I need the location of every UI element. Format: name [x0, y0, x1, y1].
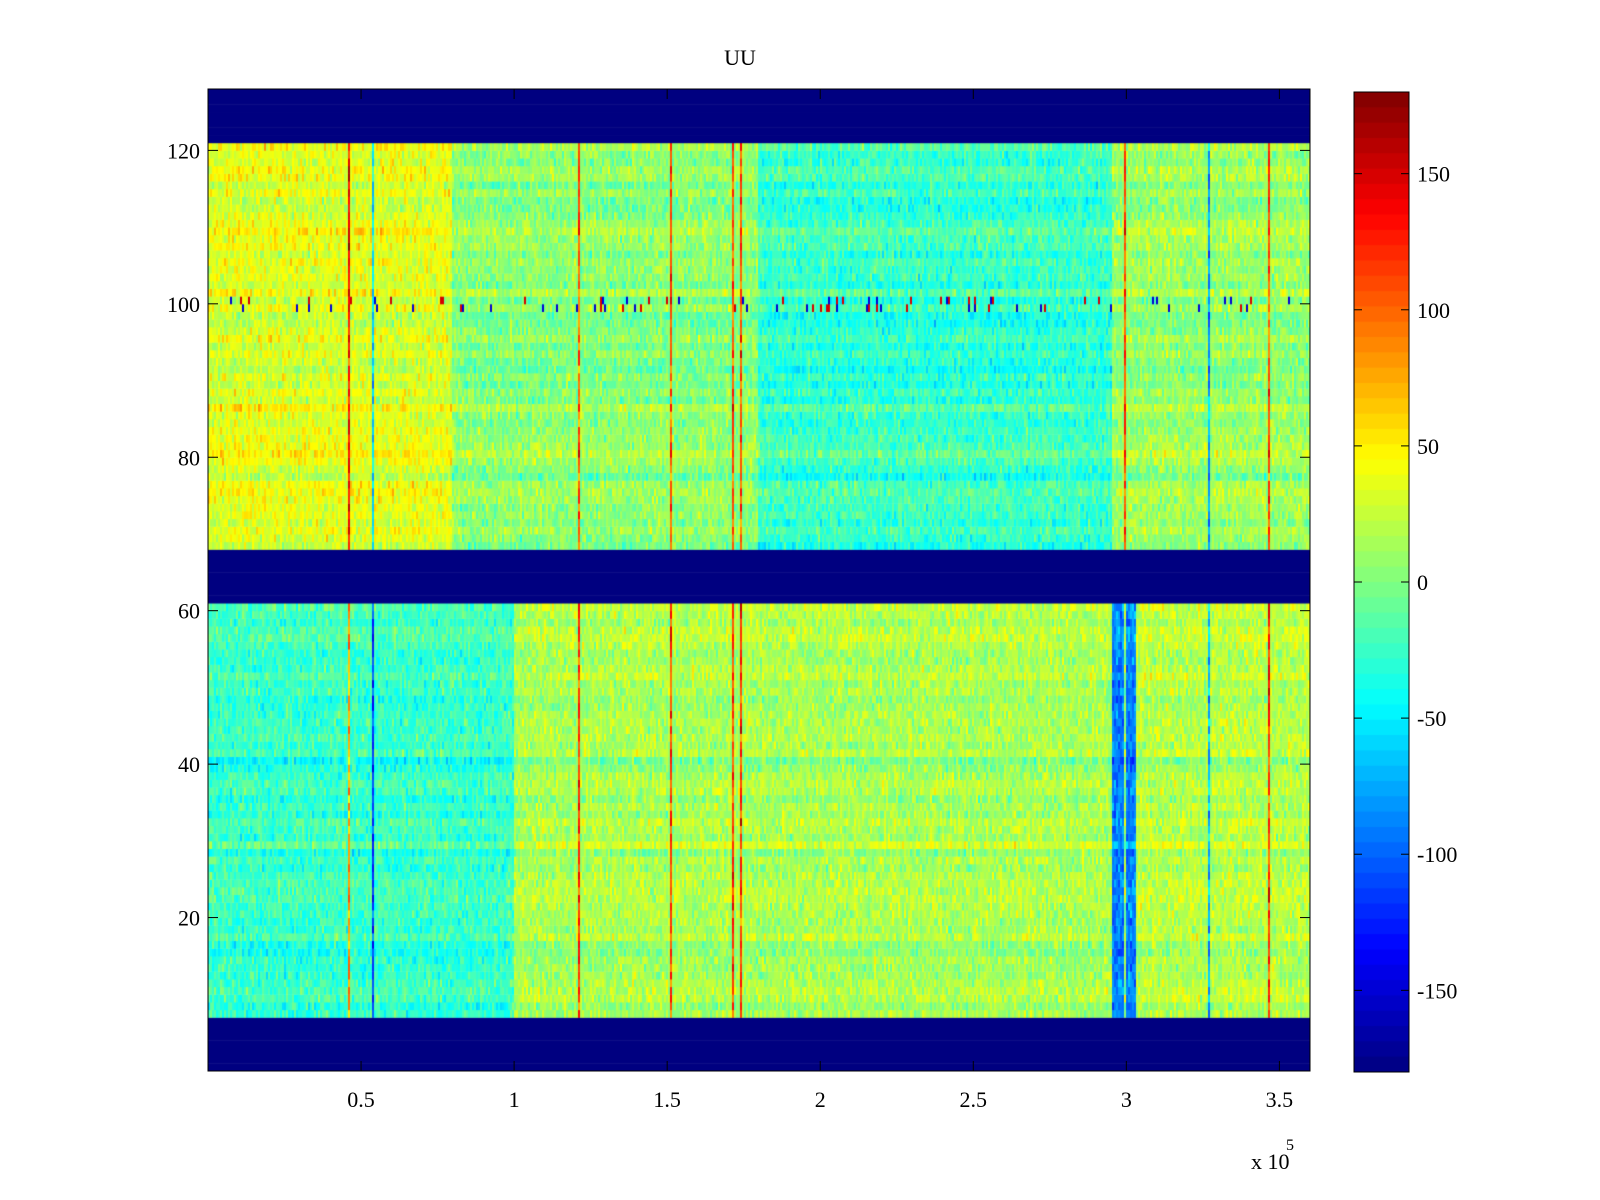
colorbar-tick-label: -100 [1417, 842, 1457, 867]
x-tick-label: 2 [815, 1087, 826, 1112]
colorbar-tick-label: 0 [1417, 570, 1428, 595]
heatmap-image [208, 89, 1310, 1071]
y-axis: 20 40 60 80 100 120 [167, 138, 1310, 931]
colorbar-gradient [1354, 92, 1409, 1072]
colorbar-tick-label: 50 [1417, 434, 1439, 459]
x-tick-label: 3 [1121, 1087, 1132, 1112]
plot-frame [207, 88, 1311, 1072]
chart-title: UU [724, 45, 756, 70]
y-tick-label: 80 [178, 445, 200, 470]
colorbar-tick-label: -150 [1417, 978, 1457, 1003]
y-tick-label: 20 [178, 906, 200, 931]
colorbar-tick-label: 150 [1417, 162, 1450, 187]
x-axis: 0.5 1 1.5 2 2.5 3 3.5 [347, 89, 1293, 1112]
y-tick-label: 100 [167, 292, 200, 317]
x-tick-label: 1 [509, 1087, 520, 1112]
colorbar-tick-label: -50 [1417, 706, 1446, 731]
y-tick-label: 40 [178, 752, 200, 777]
y-tick-label: 60 [178, 599, 200, 624]
x-exponent-label: x 10 [1251, 1149, 1290, 1174]
x-tick-label: 2.5 [960, 1087, 988, 1112]
colorbar-tick-label: 100 [1417, 298, 1450, 323]
colorbar-axis: 150 100 50 0 -50 -100 -150 [1354, 162, 1457, 1003]
x-tick-label: 3.5 [1266, 1087, 1294, 1112]
y-tick-label: 120 [167, 138, 200, 163]
x-tick-label: 1.5 [653, 1087, 681, 1112]
x-exponent-power: 5 [1286, 1137, 1294, 1154]
x-tick-label: 0.5 [347, 1087, 375, 1112]
